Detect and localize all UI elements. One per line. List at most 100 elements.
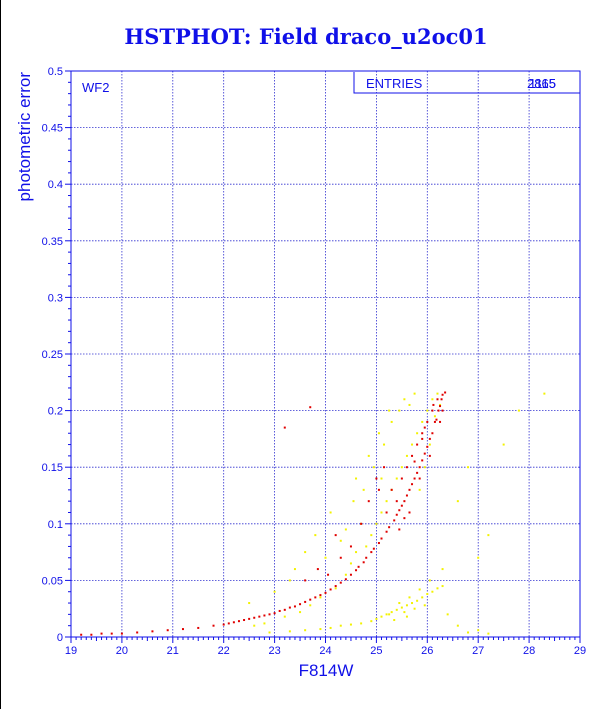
point-red xyxy=(436,398,439,401)
y-axis-title: photometric error xyxy=(15,72,34,202)
point-yellow xyxy=(446,613,449,616)
point-yellow xyxy=(408,403,411,406)
point-red xyxy=(263,614,266,617)
point-yellow xyxy=(329,626,332,629)
y-tick-label: 0.1 xyxy=(48,519,63,531)
point-red xyxy=(398,528,401,531)
point-yellow xyxy=(370,534,373,537)
point-red xyxy=(383,466,386,469)
y-axis-ticks: 0 0.05 0.1 0.15 0.2 0.25 0.3 0.35 0.4 0.45 0.5 xyxy=(42,66,71,644)
point-red xyxy=(232,621,235,624)
point-yellow xyxy=(319,628,322,631)
point-yellow xyxy=(543,392,546,395)
point-yellow xyxy=(408,596,411,599)
point-red xyxy=(423,426,426,429)
point-red xyxy=(212,624,215,627)
point-red xyxy=(431,432,434,435)
point-yellow xyxy=(388,613,391,616)
x-axis-title: F814W xyxy=(299,661,354,680)
point-yellow xyxy=(403,611,406,614)
point-red xyxy=(273,612,276,615)
point-red xyxy=(426,445,429,448)
point-yellow xyxy=(395,477,398,480)
point-yellow xyxy=(385,613,388,616)
point-yellow xyxy=(273,590,276,593)
y-tick-label: 0.35 xyxy=(42,236,63,248)
y-tick-label: 0.4 xyxy=(48,179,63,191)
point-yellow xyxy=(314,534,317,537)
point-yellow xyxy=(398,409,401,412)
point-yellow xyxy=(431,398,434,401)
point-yellow xyxy=(416,599,419,602)
stats-box-value-back: 2865 xyxy=(527,76,556,91)
point-yellow xyxy=(400,466,403,469)
point-red xyxy=(423,452,426,455)
point-yellow xyxy=(288,579,291,582)
point-yellow xyxy=(436,587,439,590)
point-red xyxy=(80,633,83,636)
point-red xyxy=(370,551,373,554)
chart-title: HSTPHOT: Field draco_u2oc01 xyxy=(124,24,488,49)
point-red xyxy=(344,578,347,581)
point-yellow xyxy=(426,592,429,595)
y-tick-label: 0.3 xyxy=(48,292,63,304)
point-yellow xyxy=(433,415,436,418)
x-tick-label: 23 xyxy=(268,645,280,657)
y-tick-label: 0 xyxy=(57,632,63,644)
point-yellow xyxy=(304,629,307,632)
point-red xyxy=(327,573,330,576)
point-yellow xyxy=(380,477,383,480)
point-red xyxy=(416,443,419,446)
point-red xyxy=(398,509,401,512)
point-yellow xyxy=(487,534,490,537)
point-red xyxy=(395,500,398,503)
point-yellow xyxy=(367,454,370,457)
point-red xyxy=(426,420,429,423)
point-red xyxy=(362,561,365,564)
point-red xyxy=(400,477,403,480)
point-yellow xyxy=(431,590,434,593)
point-red xyxy=(324,591,327,594)
point-yellow xyxy=(411,443,414,446)
point-yellow xyxy=(263,622,266,625)
point-yellow xyxy=(439,403,442,406)
point-yellow xyxy=(370,620,373,623)
point-yellow xyxy=(398,602,401,605)
point-red xyxy=(365,556,368,559)
point-yellow xyxy=(360,622,363,625)
point-red xyxy=(278,609,281,612)
point-red xyxy=(435,418,438,421)
point-red xyxy=(421,437,424,440)
point-yellow xyxy=(344,528,347,531)
point-yellow xyxy=(413,392,416,395)
point-yellow xyxy=(372,466,375,469)
point-red xyxy=(431,409,434,412)
point-red xyxy=(309,406,312,409)
point-red xyxy=(377,488,380,491)
point-red xyxy=(377,542,380,545)
point-yellow xyxy=(309,604,312,607)
point-yellow xyxy=(441,568,444,571)
point-red xyxy=(395,513,398,516)
point-yellow xyxy=(477,556,480,559)
stats-box-value-front: 1115 xyxy=(529,76,556,91)
point-red xyxy=(411,454,414,457)
point-red xyxy=(136,631,139,634)
point-red xyxy=(380,537,383,540)
point-yellow xyxy=(416,432,419,435)
point-red xyxy=(166,629,169,632)
series-yellow-points xyxy=(248,392,546,635)
point-red xyxy=(408,488,411,491)
point-yellow xyxy=(426,409,429,412)
point-yellow xyxy=(324,556,327,559)
point-red xyxy=(444,391,447,394)
point-red xyxy=(309,598,312,601)
point-yellow xyxy=(405,454,408,457)
point-red xyxy=(258,615,261,618)
point-yellow xyxy=(268,631,271,634)
point-yellow xyxy=(418,588,421,591)
point-red xyxy=(405,494,408,497)
point-yellow xyxy=(299,611,302,614)
point-yellow xyxy=(400,606,403,609)
